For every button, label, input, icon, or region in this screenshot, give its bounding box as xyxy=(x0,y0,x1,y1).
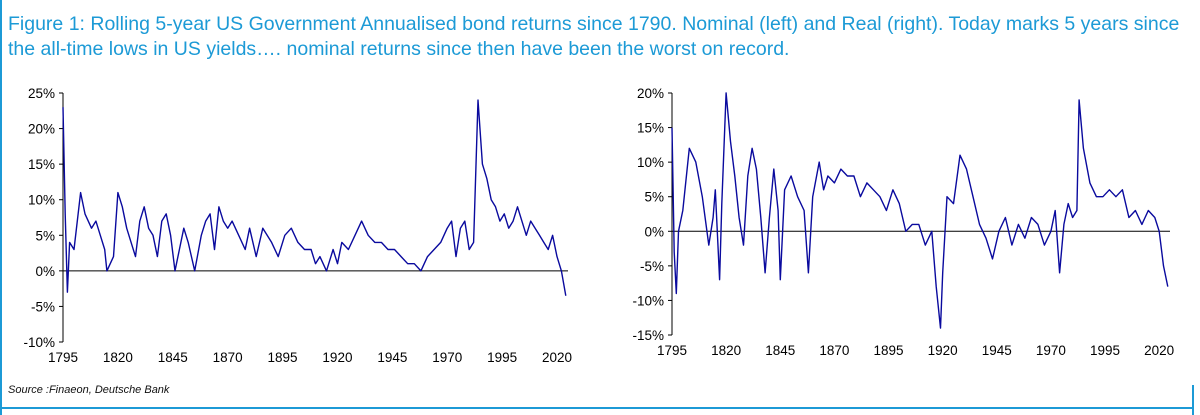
real-y-tick-label: 0% xyxy=(644,224,664,239)
real-y-tick-label: 5% xyxy=(644,190,664,205)
nominal-x-tick-label: 2020 xyxy=(542,350,572,365)
nominal-y-tick-label: 0% xyxy=(35,264,55,279)
nominal-y-tick-label: 20% xyxy=(28,122,55,137)
nominal-y-tick-label: 25% xyxy=(28,86,55,101)
real-x-tick-label: 1970 xyxy=(1036,343,1066,358)
real-y-tick-label: 15% xyxy=(637,121,664,136)
source-note: Source :Finaeon, Deutsche Bank xyxy=(8,384,170,396)
real-x-tick-label: 1845 xyxy=(765,343,795,358)
real-x-tick-label: 1895 xyxy=(873,343,903,358)
real-y-tick-label: -10% xyxy=(632,293,664,308)
nominal-x-tick-label: 1895 xyxy=(268,350,298,365)
nominal-returns-chart: -10% -5% 0% 5% 10% 15% 20% 25% 1795 1820 1845 1870 1… xyxy=(23,86,572,365)
nominal-y-tick-label: -10% xyxy=(23,335,55,350)
real-x-tick-label: 1995 xyxy=(1090,343,1120,358)
frame-left-border xyxy=(0,0,2,415)
nominal-y-tick-label: 15% xyxy=(28,157,55,172)
nominal-x-tick-label: 1945 xyxy=(377,350,407,365)
real-series-line-0 xyxy=(671,92,1169,329)
nominal-x-tick-label: 1870 xyxy=(213,350,243,365)
nominal-x-tick-label: 1920 xyxy=(322,350,352,365)
frame-right-border xyxy=(1192,385,1194,415)
real-x-tick-label: 1920 xyxy=(928,343,958,358)
real-x-tick-label: 2020 xyxy=(1144,343,1174,358)
nominal-x-tick-label: 1970 xyxy=(432,350,462,365)
nominal-y-tick-label: 10% xyxy=(28,193,55,208)
real-x-tick-label: 1795 xyxy=(657,343,687,358)
figure-title: Figure 1: Rolling 5-year US Government A… xyxy=(8,13,1180,60)
real-y-tick-label: -5% xyxy=(640,259,664,274)
real-x-tick-label: 1945 xyxy=(982,343,1012,358)
real-y-tick-label: 10% xyxy=(637,155,664,170)
nominal-series-line-0 xyxy=(62,99,567,296)
real-y-tick-label: -15% xyxy=(632,328,664,343)
frame-bottom-border xyxy=(0,407,1194,409)
nominal-y-tick-label: -5% xyxy=(31,299,55,314)
nominal-x-tick-label: 1820 xyxy=(103,350,133,365)
nominal-y-tick-label: 5% xyxy=(35,228,55,243)
nominal-x-tick-label: 1995 xyxy=(487,350,517,365)
real-y-tick-label: 20% xyxy=(637,86,664,101)
real-returns-chart: -15% -10% -5% 0% 5% 10% 15% 20% 1795 1820 1845 1870… xyxy=(632,86,1174,358)
real-x-tick-label: 1820 xyxy=(711,343,741,358)
real-x-tick-label: 1870 xyxy=(819,343,849,358)
nominal-x-tick-label: 1795 xyxy=(48,350,78,365)
nominal-x-tick-label: 1845 xyxy=(158,350,188,365)
